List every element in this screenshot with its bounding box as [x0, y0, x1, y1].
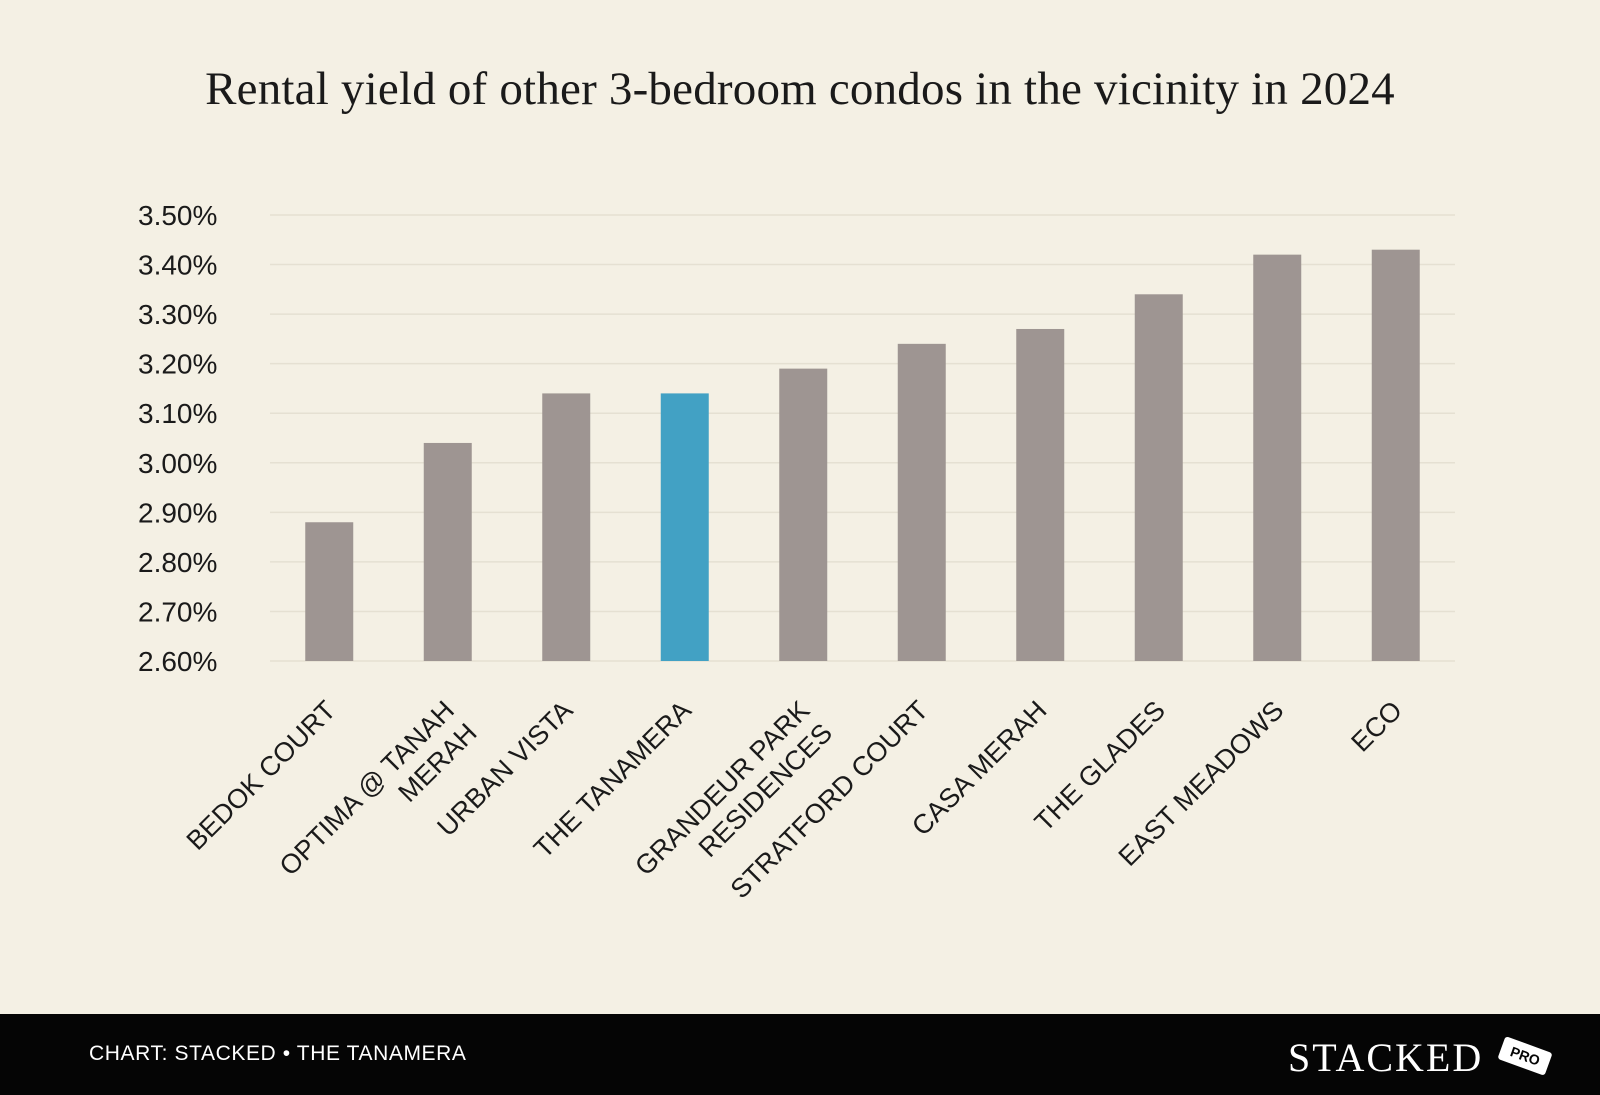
y-tick-label: 2.90% — [138, 497, 217, 528]
bar — [1371, 249, 1420, 661]
bar — [423, 442, 472, 661]
y-axis-ticks: 3.50% 3.40% 3.30% 3.20% 3.10% 3.00% 2.90% 2.80%… — [138, 200, 217, 677]
y-tick-label: 3.10% — [138, 398, 217, 429]
y-tick-label: 3.20% — [138, 349, 217, 380]
y-tick-label: 3.30% — [138, 299, 217, 330]
bar — [779, 368, 828, 661]
brand-logo: STACKED — [1288, 1035, 1484, 1080]
y-tick-label: 3.40% — [138, 250, 217, 281]
bar — [660, 393, 709, 661]
chart-title: Rental yield of other 3-bedroom condos i… — [205, 63, 1395, 115]
x-category-label-line: ECO — [1345, 695, 1408, 758]
x-category-label: ECO — [1345, 695, 1408, 758]
bar — [1253, 254, 1302, 661]
bar — [305, 522, 354, 661]
bar — [1016, 328, 1065, 661]
y-tick-label: 3.00% — [138, 448, 217, 479]
pro-badge: PRO — [1497, 1036, 1553, 1076]
bar-chart: 3.50% 3.40% 3.30% 3.20% 3.10% 3.00% 2.90% 2.80%… — [138, 200, 1455, 904]
chart-source: CHART: STACKED • THE TANAMERA — [89, 1042, 467, 1065]
y-tick-label: 2.80% — [138, 547, 217, 578]
bars — [305, 249, 1420, 661]
bar — [1134, 294, 1183, 661]
y-tick-label: 2.60% — [138, 646, 217, 677]
footer-bar: CHART: STACKED • THE TANAMERA STACKED PR… — [0, 1014, 1600, 1095]
bar — [542, 393, 591, 661]
bar — [897, 343, 946, 661]
y-tick-label: 2.70% — [138, 596, 217, 627]
y-tick-label: 3.50% — [138, 200, 217, 231]
